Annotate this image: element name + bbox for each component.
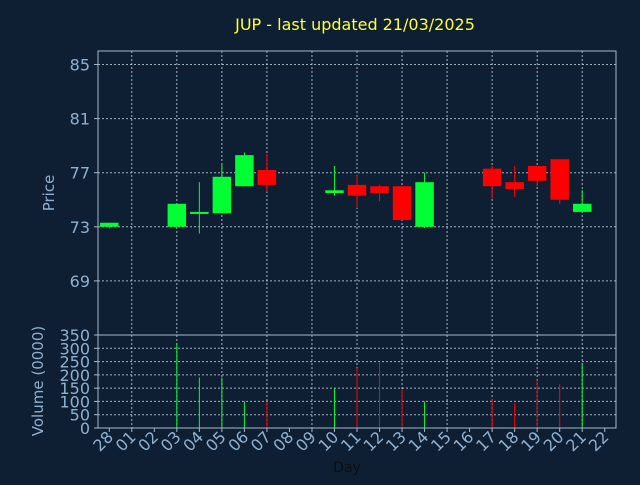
- price-tick-label: 81: [70, 110, 90, 129]
- candle-body: [527, 165, 547, 181]
- volume-tick-label: 250: [59, 353, 90, 372]
- candle-body: [167, 203, 187, 227]
- candle-body: [392, 186, 412, 221]
- price-tick-label: 77: [70, 164, 90, 183]
- volume-bars: [176, 342, 583, 428]
- price-panel: 69 73 77 81 85 Price: [40, 50, 617, 336]
- candle-body: [505, 182, 524, 189]
- candle-body: [325, 190, 344, 193]
- volume-axis-label: Volume (0000): [29, 326, 47, 436]
- price-y-ticks: 69 73 77 81 85: [70, 56, 98, 291]
- candle-body: [235, 155, 254, 187]
- candle-body: [550, 159, 569, 200]
- volume-tick-label: 150: [59, 379, 90, 398]
- volume-tick-label: 50: [70, 406, 90, 425]
- candles: [100, 152, 592, 234]
- volume-tick-label: 300: [59, 339, 90, 358]
- candle-body: [370, 186, 389, 193]
- candle-body: [190, 211, 209, 214]
- x-ticks: 2801020304050607080910111213141516171819…: [89, 427, 612, 455]
- volume-tick-label: 0: [80, 419, 90, 438]
- x-axis-label: Day: [333, 460, 361, 476]
- chart-title: JUP - last updated 21/03/2025: [234, 15, 475, 34]
- candle-body: [572, 203, 592, 212]
- price-tick-label: 69: [70, 272, 90, 291]
- volume-tick-label: 200: [59, 366, 90, 385]
- candle-body: [212, 176, 232, 214]
- price-tick-label: 73: [70, 218, 90, 237]
- volume-tick-label: 350: [59, 326, 90, 345]
- candle-body: [347, 184, 367, 196]
- price-axis-label: Price: [40, 175, 58, 212]
- candle-body: [100, 222, 119, 227]
- candle-body: [257, 170, 277, 185]
- candle-body: [482, 168, 502, 187]
- price-tick-label: 85: [70, 56, 90, 75]
- candle-body: [415, 182, 434, 227]
- volume-tick-label: 100: [59, 392, 90, 411]
